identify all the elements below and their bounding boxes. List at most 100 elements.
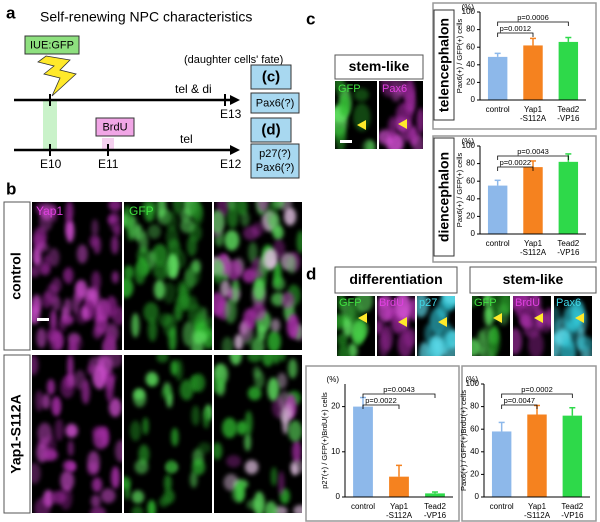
cell [243,226,259,241]
cell [244,433,252,452]
cell [32,462,41,484]
cell [163,474,172,492]
arrowhead-marker [438,317,447,327]
cell [528,330,544,356]
x-tick-label: -VP16 [557,114,580,123]
channel-label: GFP [339,297,362,309]
cell [214,442,223,460]
cell [278,355,287,362]
cell [182,295,198,311]
arrowhead [230,95,240,105]
y-tick-label: 40 [466,194,475,203]
cell [288,358,298,379]
cell [224,297,237,324]
micrograph [32,202,122,350]
cell [172,202,184,215]
region-label: telencephalon [436,18,452,112]
cell [67,440,74,457]
x-tick-label: -S112A [520,248,547,257]
channel-label: Yap1 [36,204,63,218]
cell [124,277,134,298]
arrowhead-marker [575,313,584,323]
cell [50,309,57,331]
x-tick-label: Tead2 [561,502,583,511]
cell [90,494,101,508]
x-tick-label: Tead2 [557,105,579,114]
cell [354,296,373,313]
cell [63,269,71,281]
cell [141,202,157,214]
cell [229,355,242,365]
y-axis-label: p27(+) / GFP(+)BrdU(+) cells [320,392,329,489]
cell [417,296,429,318]
cell [265,202,279,227]
scale-bar [37,318,49,321]
channel-label: BrdU [515,297,540,309]
cell [46,379,55,396]
cell [69,373,76,388]
cell [191,259,201,274]
cell [412,134,423,149]
cell [105,377,114,402]
y-axis-label: Pax6(+) / GFP(+) cells [455,152,464,227]
cell [394,296,411,321]
cell [92,364,108,390]
image-title-box [334,54,424,80]
arrowhead-marker [357,120,366,130]
row-label-box [3,354,31,514]
cell [65,220,75,243]
cell [128,215,138,240]
cell [335,125,346,149]
cell [147,250,156,269]
arrowhead [230,145,240,155]
cell [418,341,431,356]
cell [97,355,105,367]
cell [424,323,434,344]
cell [576,336,592,351]
error-bar [565,36,572,42]
cell [347,343,358,356]
cell [239,319,253,343]
image-title-box [334,266,458,294]
p-value: p=0.0022 [500,158,532,167]
cell [138,231,149,254]
cell [337,343,350,356]
cell [91,219,99,237]
chart-frame [432,135,597,263]
cell [353,88,370,102]
cell [216,382,225,397]
cell [162,282,177,304]
cell [377,319,384,335]
y-tick-label: 20 [470,470,479,479]
cell [81,306,89,321]
cell [107,355,122,368]
cell [87,450,100,474]
cell [75,279,88,299]
cell [499,296,510,316]
y-tick-label: 10 [331,447,340,456]
cell [244,410,253,436]
cell [182,321,196,347]
cell [225,259,242,281]
cell [179,379,194,401]
cell [513,296,526,310]
cell [171,427,179,447]
marker-label: Pax6(?) [256,162,295,174]
micrograph [214,202,302,350]
channel-label: Pax6 [382,83,407,95]
cell [220,279,231,298]
channel-label: p27 [419,297,437,309]
significance-bracket [501,404,538,409]
cell [278,471,285,496]
cell [145,371,159,387]
cell [272,355,281,365]
region-label: diencephalon [436,152,452,242]
cell [532,296,541,316]
cell [513,327,523,355]
ref-label: (d) [261,121,280,138]
cell [34,497,51,513]
cell [283,207,297,226]
cell [131,490,145,504]
cell [76,244,88,264]
cell [124,483,131,500]
